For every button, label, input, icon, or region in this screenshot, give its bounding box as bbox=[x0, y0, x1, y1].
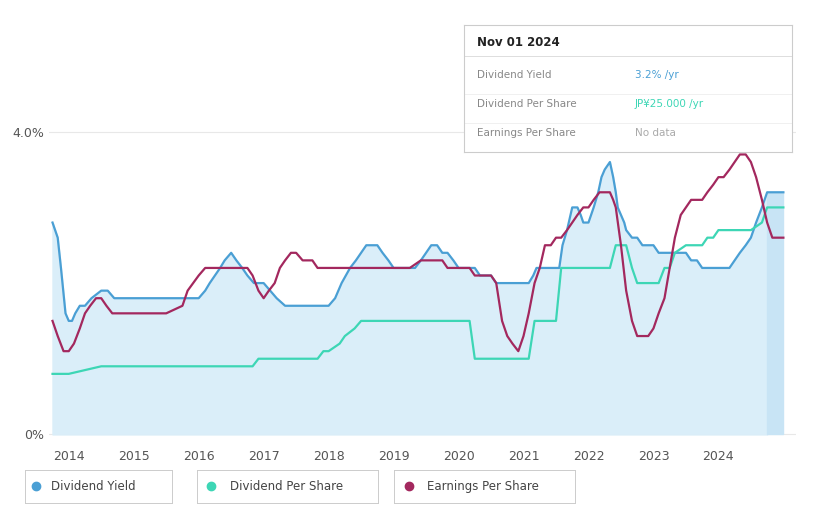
Text: No data: No data bbox=[635, 129, 676, 138]
Text: JP¥25.000 /yr: JP¥25.000 /yr bbox=[635, 99, 704, 109]
Text: Dividend Per Share: Dividend Per Share bbox=[477, 99, 576, 109]
Text: Dividend Per Share: Dividend Per Share bbox=[230, 480, 342, 493]
Text: Earnings Per Share: Earnings Per Share bbox=[477, 129, 576, 138]
Text: Dividend Yield: Dividend Yield bbox=[477, 70, 552, 80]
Text: Dividend Yield: Dividend Yield bbox=[51, 480, 135, 493]
Text: Nov 01 2024: Nov 01 2024 bbox=[477, 36, 560, 49]
Text: Past: Past bbox=[770, 100, 791, 110]
Text: Earnings Per Share: Earnings Per Share bbox=[427, 480, 539, 493]
Text: 3.2% /yr: 3.2% /yr bbox=[635, 70, 678, 80]
